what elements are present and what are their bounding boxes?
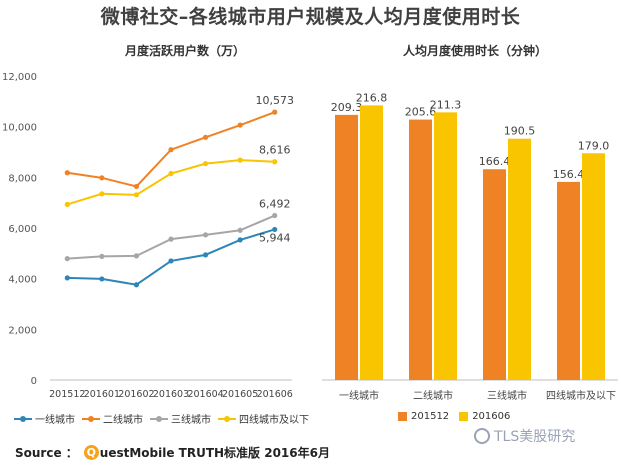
source-note: Source ： Q uestMobile TRUTH标准版 2016年6月 [15, 444, 330, 461]
y-tick-label: 0 [31, 376, 37, 387]
data-point [168, 258, 174, 264]
legend-swatch [150, 415, 168, 422]
legend-item: 三线城市 [150, 411, 211, 426]
category-label: 四线城市及以下 [546, 389, 616, 402]
data-point [202, 134, 209, 140]
series-line [66, 159, 275, 206]
questmobile-logo-icon: Q [83, 445, 99, 460]
y-tick-label: 12,000 [2, 72, 37, 83]
bar-value-label: 166.4 [479, 155, 511, 168]
legend-swatch [218, 415, 236, 422]
data-point [64, 256, 70, 262]
watermark: TLS美股研究 [474, 426, 575, 446]
legend-swatch [14, 415, 32, 422]
x-tick-label: 201605 [222, 389, 258, 400]
bar-value-label: 179.0 [578, 139, 610, 152]
legend-item: 一线城市 [14, 411, 75, 426]
legend-swatch [82, 415, 100, 422]
legend-label: 一线城市 [35, 415, 75, 426]
data-point [133, 183, 140, 190]
legend-label: 三线城市 [171, 415, 211, 426]
legend-item: 201512 [398, 411, 449, 422]
bar-value-label: 156.4 [553, 168, 585, 181]
watermark-text: TLS美股研究 [494, 429, 576, 445]
bar-value-label: 211.3 [430, 98, 462, 111]
x-tick-label: 201604 [187, 389, 223, 400]
data-point [64, 201, 70, 208]
bar [335, 114, 358, 381]
data-point [168, 147, 174, 153]
bar [360, 105, 383, 381]
bar-value-label: 190.5 [504, 125, 536, 138]
data-point [272, 159, 278, 165]
line-chart-legend: 一线城市 二线城市 三线城市 四线城市及以下 [14, 411, 316, 426]
x-tick-label: 201512 [49, 389, 85, 400]
data-point [237, 237, 243, 243]
bar [434, 112, 457, 380]
x-tick-label: 201601 [84, 389, 120, 400]
data-point [64, 170, 70, 176]
data-point [64, 275, 70, 281]
data-point [99, 191, 105, 197]
data-label: 6,492 [259, 198, 291, 211]
bar [483, 169, 506, 380]
wechat-icon [474, 428, 490, 444]
legend-item: 二线城市 [82, 411, 143, 426]
data-point [133, 282, 140, 288]
data-point [272, 226, 278, 233]
data-point [237, 157, 243, 163]
category-label: 一线城市 [339, 389, 379, 402]
legend-swatch [459, 412, 469, 421]
data-point [133, 192, 140, 198]
legend-label: 四线城市及以下 [239, 415, 309, 426]
y-tick-label: 10,000 [2, 123, 37, 134]
data-point [133, 253, 140, 259]
legend-item: 四线城市及以下 [218, 411, 309, 426]
y-tick-label: 8,000 [8, 173, 37, 184]
source-text: uestMobile TRUTH标准版 2016年6月 [99, 446, 330, 460]
category-label: 三线城市 [487, 389, 527, 402]
x-tick-label: 201603 [153, 389, 189, 400]
data-point [272, 109, 278, 115]
legend-item: 201606 [459, 411, 510, 422]
legend-label: 201606 [472, 411, 511, 422]
bar [582, 153, 605, 380]
y-tick-label: 2,000 [8, 325, 37, 336]
bar-chart-title: 人均月度使用时长（分钟） [402, 44, 547, 58]
x-tick-label: 201602 [118, 389, 154, 400]
legend-label: 201512 [411, 411, 450, 422]
data-point [237, 122, 243, 128]
data-point [202, 232, 209, 238]
data-point [202, 161, 209, 167]
y-tick-label: 4,000 [8, 275, 37, 286]
legend-label: 二线城市 [103, 415, 143, 426]
data-label: 5,944 [259, 231, 291, 244]
bar [557, 181, 580, 380]
data-point [202, 252, 209, 258]
bar [409, 119, 432, 380]
bar-value-label: 216.8 [356, 91, 388, 104]
legend-swatch [398, 412, 407, 421]
data-point [237, 227, 243, 233]
bar [508, 138, 531, 380]
data-point [272, 212, 278, 219]
bar-value-label: 209.3 [331, 101, 363, 114]
category-label: 二线城市 [413, 389, 453, 402]
data-label: 10,573 [255, 94, 294, 107]
data-point [99, 276, 105, 282]
data-label: 8,616 [259, 144, 291, 157]
data-point [168, 170, 174, 177]
line-chart-title: 月度活跃用户数（万） [124, 44, 245, 58]
source-prefix: Source ： [15, 446, 78, 460]
bar-chart-legend: 201512 201606 [398, 411, 520, 422]
y-tick-label: 6,000 [8, 224, 37, 235]
data-point [99, 253, 105, 259]
bar-value-label: 205.6 [405, 106, 437, 119]
chart-title: 微博社交–各线城市用户规模及人均月度使用时长 [100, 6, 521, 28]
data-point [99, 175, 105, 181]
data-point [168, 236, 174, 242]
x-tick-label: 201606 [257, 389, 293, 400]
